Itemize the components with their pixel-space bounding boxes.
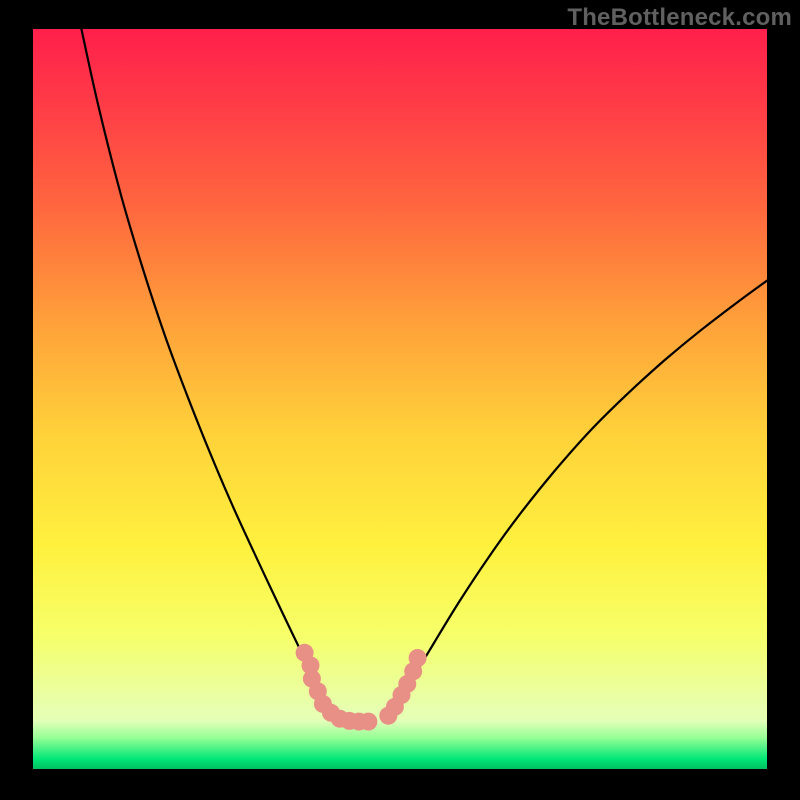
watermark-label: TheBottleneck.com [567,4,792,32]
right-bottleneck-curve [393,281,767,710]
left-bottleneck-curve [81,29,332,710]
chart-canvas: TheBottleneck.com [0,0,800,800]
curve-layer [0,0,800,800]
valley-marker [409,649,427,667]
valley-marker [359,713,377,731]
